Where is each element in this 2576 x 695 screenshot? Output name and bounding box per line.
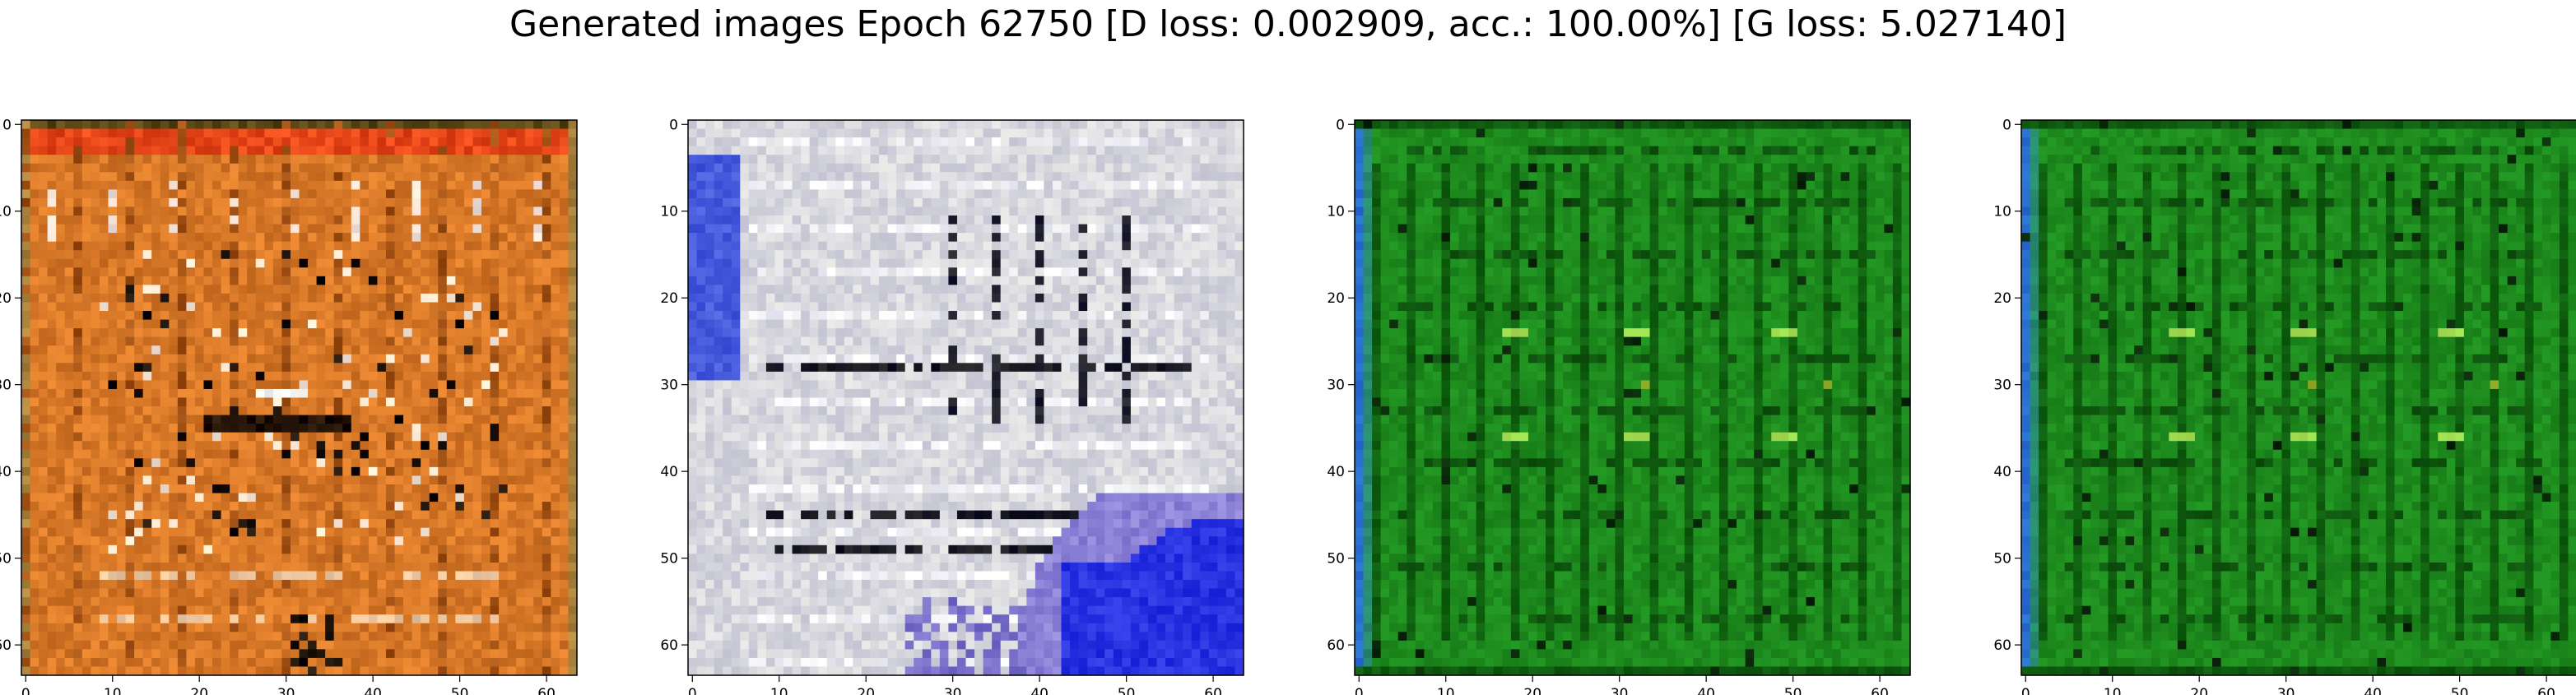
x-tick-label: 50: [451, 686, 469, 695]
y-tick-label: 0: [2, 117, 12, 133]
x-tick-label: 60: [1204, 686, 1222, 695]
y-tick-label: 20: [0, 290, 12, 307]
y-tick-label: 50: [1993, 551, 2011, 568]
y-tick-label: 10: [1327, 204, 1345, 220]
y-tick-label: 30: [1327, 378, 1345, 394]
generated-image-3: [1355, 120, 1911, 676]
generated-image-4: [2021, 120, 2576, 676]
y-tick-label: 0: [1336, 117, 1345, 133]
y-tick-label: 20: [1993, 290, 2011, 307]
x-tick-label: 40: [364, 686, 382, 695]
axes-frame: [2020, 119, 2576, 676]
y-tick-label: 20: [1327, 290, 1345, 307]
y-tick-label: 10: [660, 204, 678, 220]
x-tick-label: 10: [104, 686, 122, 695]
y-tick-label: 10: [0, 204, 12, 220]
axes-frame: [1354, 119, 1911, 676]
axes-frame: [21, 119, 578, 676]
x-tick-label: 30: [1611, 686, 1629, 695]
x-tick-label: 40: [1697, 686, 1715, 695]
y-tick-label: 0: [2002, 117, 2011, 133]
y-tick-label: 30: [1993, 378, 2011, 394]
y-tick-label: 60: [1327, 637, 1345, 654]
x-tick-label: 0: [2021, 686, 2030, 695]
x-tick-label: 20: [1523, 686, 1541, 695]
x-tick-label: 0: [688, 686, 697, 695]
axes-frame: [687, 119, 1244, 676]
y-tick-label: 50: [0, 551, 12, 568]
x-tick-label: 10: [2104, 686, 2122, 695]
x-tick-label: 40: [1030, 686, 1049, 695]
y-tick-label: 60: [0, 637, 12, 654]
x-tick-label: 10: [770, 686, 788, 695]
image-panel-2: 0 10 20 30 40 50 60 0 10 20 30 40 50 60: [660, 117, 1244, 695]
image-panel-3: 0 10 20 30 40 50 60 0 10 20 30 40 50 60: [1327, 117, 1911, 695]
x-tick-label: 20: [857, 686, 875, 695]
image-panel-1: 0 10 20 30 40 50 60 0 10 20 30 40 50 60: [0, 117, 578, 695]
image-panel-4: 0 10 20 30 40 50 60 0 10 20 30 40 50 60: [1993, 117, 2576, 695]
generated-image-2: [688, 120, 1244, 676]
x-tick-label: 50: [1118, 686, 1136, 695]
x-tick-label: 0: [21, 686, 30, 695]
y-tick-label: 40: [1993, 464, 2011, 480]
y-tick-label: 30: [0, 378, 12, 394]
y-tick-label: 40: [0, 464, 12, 480]
x-tick-label: 60: [537, 686, 556, 695]
y-tick-label: 0: [669, 117, 678, 133]
y-tick-label: 20: [660, 290, 678, 307]
x-tick-label: 50: [2451, 686, 2469, 695]
x-tick-label: 0: [1355, 686, 1364, 695]
x-tick-label: 30: [277, 686, 295, 695]
generated-image-1: [21, 120, 578, 676]
y-tick-label: 30: [660, 378, 678, 394]
y-tick-label: 40: [1327, 464, 1345, 480]
y-tick-label: 60: [1993, 637, 2011, 654]
x-tick-label: 40: [2364, 686, 2382, 695]
figure-title: Generated images Epoch 62750 [D loss: 0.…: [509, 3, 2067, 45]
y-tick-label: 60: [660, 637, 678, 654]
y-tick-label: 50: [1327, 551, 1345, 568]
x-tick-label: 20: [2190, 686, 2208, 695]
y-tick-label: 40: [660, 464, 678, 480]
y-tick-label: 10: [1993, 204, 2011, 220]
x-tick-label: 20: [190, 686, 208, 695]
x-tick-label: 30: [944, 686, 962, 695]
x-tick-label: 60: [2537, 686, 2555, 695]
x-tick-label: 30: [2277, 686, 2295, 695]
x-tick-label: 10: [1437, 686, 1455, 695]
y-tick-label: 50: [660, 551, 678, 568]
x-tick-label: 60: [1871, 686, 1889, 695]
x-tick-label: 50: [1784, 686, 1802, 695]
